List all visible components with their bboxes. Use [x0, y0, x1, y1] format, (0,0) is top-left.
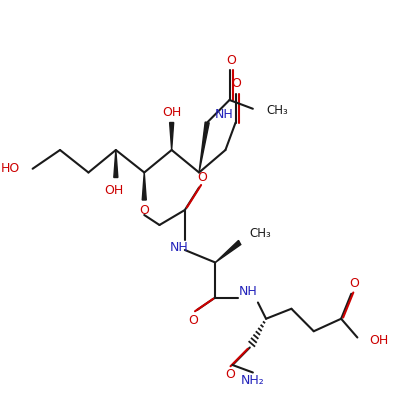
Text: NH₂: NH₂ — [241, 374, 265, 386]
Text: O: O — [226, 368, 236, 382]
Text: OH: OH — [104, 184, 124, 196]
Text: HO: HO — [1, 162, 20, 175]
Text: O: O — [188, 314, 198, 326]
Text: CH₃: CH₃ — [250, 227, 272, 240]
Text: OH: OH — [162, 106, 181, 119]
Text: O: O — [232, 77, 242, 90]
Text: O: O — [349, 277, 359, 290]
Text: O: O — [226, 54, 236, 66]
Polygon shape — [170, 122, 174, 150]
Text: CH₃: CH₃ — [266, 104, 288, 116]
Text: O: O — [139, 204, 149, 216]
Polygon shape — [114, 150, 118, 178]
Text: NH: NH — [169, 241, 188, 254]
Polygon shape — [142, 172, 146, 200]
Polygon shape — [199, 122, 209, 172]
Polygon shape — [215, 240, 241, 262]
Text: O: O — [197, 171, 207, 184]
Text: NH: NH — [238, 285, 257, 298]
Text: NH: NH — [214, 108, 233, 122]
Text: OH: OH — [370, 334, 389, 346]
